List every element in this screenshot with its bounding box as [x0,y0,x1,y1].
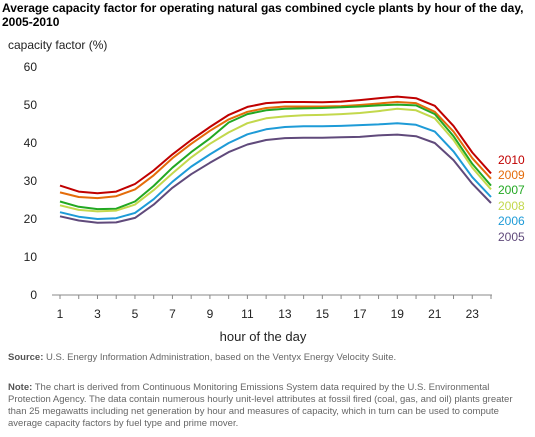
series-line-2007 [59,103,492,211]
x-tick-label: 9 [207,307,214,321]
legend-label-2007: 2007 [498,183,525,197]
y-axis-label: capacity factor (%) [8,38,108,52]
x-tick-label: 17 [353,307,367,321]
legend-label-2009: 2009 [498,168,525,182]
y-tick-label: 30 [24,174,38,188]
x-tick-label: 23 [466,307,480,321]
x-tick-label: 3 [94,307,101,321]
y-tick-label: 20 [24,212,38,226]
chart-note: Note: The chart is derived from Continuo… [8,382,528,430]
series-line-2006 [59,122,492,220]
legend-label-2008: 2008 [498,199,525,213]
source-note: Source: U.S. Energy Information Administ… [8,352,528,364]
chart-series-lines [59,95,492,224]
x-tick-label: 13 [278,307,292,321]
y-tick-label: 50 [24,98,38,112]
y-tick-label: 40 [24,136,38,150]
legend-label-2006: 2006 [498,214,525,228]
series-line-2005 [59,133,492,224]
note-label: Note: [8,382,33,393]
note-text: The chart is derived from Continuous Mon… [8,382,513,429]
source-label: Source: [8,352,44,363]
x-tick-label: 5 [132,307,139,321]
x-axis-label: hour of the day [220,329,307,344]
legend-label-2010: 2010 [498,153,525,167]
series-line-2008 [59,107,492,213]
x-tick-label: 21 [428,307,442,321]
x-tick-label: 11 [241,307,254,321]
y-tick-label: 60 [24,60,38,74]
series-line-2010 [59,95,492,195]
source-text: U.S. Energy Information Administration, … [43,352,397,363]
chart-title: Average capacity factor for operating na… [2,1,524,29]
x-tick-label: 1 [57,307,64,321]
x-tick-label: 19 [391,307,405,321]
legend-label-2005: 2005 [498,230,525,244]
y-tick-label: 10 [24,250,38,264]
x-tick-label: 15 [316,307,330,321]
y-tick-label: 0 [30,288,37,302]
series-line-2009 [59,101,492,200]
x-tick-label: 7 [169,307,176,321]
